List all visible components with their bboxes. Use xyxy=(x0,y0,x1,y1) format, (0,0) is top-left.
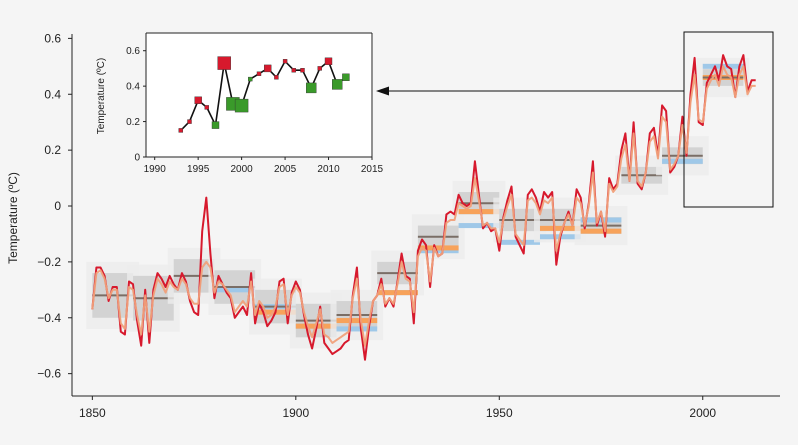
inset-series xyxy=(178,56,350,133)
orange-band xyxy=(458,209,500,215)
inset-y-tick-label: 0.2 xyxy=(126,117,140,128)
callout-arrow-head xyxy=(376,86,389,96)
inset-marker xyxy=(282,59,288,64)
inset-marker xyxy=(342,73,350,82)
y-tick-label: −0.6 xyxy=(37,367,61,381)
x-tick-label: 1900 xyxy=(282,406,309,420)
blue-band xyxy=(336,326,378,332)
x-tick-label: 1850 xyxy=(79,406,106,420)
y-tick-label: −0.2 xyxy=(37,255,61,269)
inset-marker xyxy=(178,128,184,133)
inset-x-tick-label: 2000 xyxy=(230,164,253,175)
y-tick-label: 0 xyxy=(54,199,61,213)
inset-marker xyxy=(332,79,343,90)
inset-marker xyxy=(256,71,262,76)
inset-axes: 0 0.2 0.4 0.6 1990 1995 2000 2005 2010 2015 xyxy=(126,32,384,175)
blue-band xyxy=(499,239,540,245)
inset-x-tick-label: 2005 xyxy=(274,164,297,175)
zoom-box xyxy=(683,31,774,208)
y-tick-label: 0.4 xyxy=(44,87,61,101)
inset-x-tick-label: 2010 xyxy=(317,164,340,175)
inset-marker xyxy=(300,67,305,73)
inset-marker xyxy=(248,76,253,82)
y-tick-label: 0.2 xyxy=(44,143,61,157)
inset-marker xyxy=(194,96,202,105)
inset-marker xyxy=(234,98,249,113)
inset-chart: 0 0.2 0.4 0.6 1990 1995 2000 2005 2010 2015 Tempe… xyxy=(96,32,384,175)
main-axes: −0.6 −0.4 −0.2 0 0.2 0.4 0.6 1850 1900 1950 2000 xyxy=(37,31,780,420)
blue-band xyxy=(458,223,500,229)
y-tick-label: 0.6 xyxy=(44,31,61,45)
main-chart: −0.6 −0.4 −0.2 0 0.2 0.4 0.6 1850 1900 1950 2000 T… xyxy=(6,31,780,420)
inset-marker xyxy=(217,56,231,70)
blue-band xyxy=(214,287,256,293)
inset-marker xyxy=(264,64,272,73)
blue-band xyxy=(417,248,459,254)
inset-marker xyxy=(306,82,317,94)
inset-marker xyxy=(187,119,192,124)
inset-series-line xyxy=(180,60,347,131)
inset-x-tick-label: 2015 xyxy=(361,164,384,175)
inset-y-axis-label: Temperature (ºC) xyxy=(96,58,107,134)
inset-y-tick-label: 0.6 xyxy=(126,46,140,57)
inset-y-tick-label: 0 xyxy=(134,153,140,164)
decadal-bands xyxy=(86,57,750,349)
blue-band xyxy=(662,158,703,164)
zoom-callout xyxy=(376,31,774,208)
orange-band xyxy=(580,228,622,234)
inset-x-tick-label: 1995 xyxy=(187,164,210,175)
orange-band xyxy=(539,225,581,231)
x-tick-label: 1950 xyxy=(486,406,513,420)
blue-band xyxy=(580,217,622,223)
inset-x-tick-label: 1990 xyxy=(144,164,167,175)
series-lines xyxy=(91,54,756,361)
inset-marker xyxy=(291,67,296,73)
x-tick-label: 2000 xyxy=(689,406,716,420)
y-axis-label: Temperature (ºC) xyxy=(6,172,20,264)
orange-band xyxy=(336,318,378,324)
y-tick-label: −0.4 xyxy=(37,311,61,325)
inset-marker xyxy=(324,57,333,65)
inset-marker xyxy=(204,105,210,110)
inset-marker xyxy=(274,75,279,80)
inset-background xyxy=(146,33,373,157)
inset-marker xyxy=(317,66,322,71)
orange-band xyxy=(417,245,459,251)
inset-y-tick-label: 0.4 xyxy=(126,82,140,93)
orange-band xyxy=(377,290,418,296)
inset-marker xyxy=(211,121,220,129)
series-line-orange xyxy=(91,65,756,347)
